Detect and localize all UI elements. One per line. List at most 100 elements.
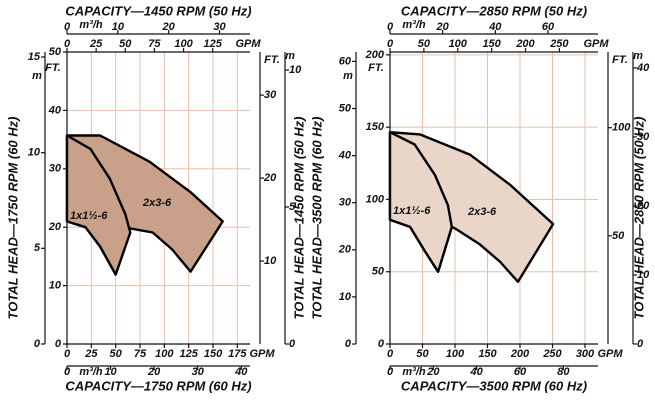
tick-label: 40 [338,150,352,162]
unit-label: m [32,70,42,82]
tick-label: 0 [34,338,41,350]
unit-label: FT. [612,54,628,66]
tick-label: 250 [549,38,569,50]
tick-label: 15 [28,51,41,63]
tick-label: 0 [289,338,296,350]
tick-label: 100 [446,348,465,360]
tick-label: 150 [482,38,501,50]
unit-label: FT. [264,54,280,66]
tick-label: 0 [55,338,62,350]
left-title: TOTAL HEAD—3500 RPM (60 Hz) [309,117,324,320]
unit-label: m³/h [402,19,426,31]
tick-label: 40 [48,104,62,116]
tick-label: 0 [637,338,644,350]
tick-label: 20 [436,21,450,33]
tick-label: 0 [378,338,385,350]
tick-label: 20 [426,366,440,378]
tick-label: 250 [542,348,562,360]
left-title: TOTAL HEAD—1750 RPM (60 Hz) [5,117,20,320]
tick-label: 40 [636,62,650,74]
region-label: 2x3-6 [142,197,172,209]
tick-label: 30 [264,89,277,101]
performance-region [388,131,453,273]
tick-label: 0 [387,38,394,50]
tick-label: 50 [372,266,385,278]
unit-label: GPM [597,348,623,360]
tick-label: 150 [366,121,385,133]
tick-label: 40 [234,366,248,378]
unit-label: FT. [368,62,384,74]
tick-label: 200 [365,49,385,61]
unit-label: m [285,50,295,62]
tick-label: 10 [339,291,352,303]
tick-label: 0 [387,366,394,378]
tick-label: 125 [179,348,198,360]
top-title: CAPACITY—2850 RPM (50 Hz) [401,3,587,18]
tick-label: 30 [213,21,226,33]
tick-label: 20 [147,366,161,378]
tick-label: 25 [89,38,103,50]
unit-label: m [343,70,353,82]
tick-label: 200 [515,38,535,50]
unit-label: m³/h [79,19,103,31]
tick-label: 0 [345,338,352,350]
tick-label: 5 [289,201,296,213]
tick-label: 0 [64,366,71,378]
tick-label: 10 [49,280,62,292]
tick-label: 50 [612,230,625,242]
tick-label: 0 [64,38,71,50]
unit-label: m³/h [402,366,426,378]
tick-label: 20 [263,172,277,184]
tick-label: 20 [162,21,176,33]
tick-label: 100 [174,38,193,50]
tick-label: 60 [542,21,555,33]
tick-label: 100 [366,193,385,205]
tick-label: 25 [84,348,98,360]
tick-label: 80 [557,366,570,378]
tick-label: 300 [576,348,595,360]
tick-label: 10 [264,255,277,267]
tick-label: 40 [470,366,484,378]
bottom-title: CAPACITY—1750 RPM (60 Hz) [65,378,251,393]
tick-label: 50 [110,348,123,360]
tick-label: 175 [228,348,247,360]
tick-label: 60 [514,366,527,378]
tick-label: 0 [64,348,71,360]
tick-label: 60 [339,55,352,67]
unit-label: m [633,50,643,62]
tick-label: 30 [637,131,650,143]
tick-label: 10 [104,366,117,378]
tick-label: 0 [387,348,394,360]
right-title: TOTAL HEAD—2850 RPM (50 Hz) [631,117,646,320]
tick-label: 50 [418,38,431,50]
tick-label: 20 [48,221,62,233]
right-title: TOTAL HEAD—1450 RPM (50 Hz) [291,117,306,320]
region-label: 2x3-6 [467,206,497,218]
tick-label: 50 [49,46,62,58]
tick-label: 10 [112,21,125,33]
performance-region [65,134,132,276]
tick-label: 75 [148,38,161,50]
tick-label: 20 [338,244,352,256]
tick-label: 50 [416,348,429,360]
bottom-title: CAPACITY—3500 RPM (60 Hz) [401,378,587,393]
tick-label: 200 [510,348,530,360]
tick-label: 75 [134,348,147,360]
tick-label: 20 [636,200,650,212]
tick-label: 150 [204,348,223,360]
tick-label: 10 [289,64,302,76]
tick-label: 100 [155,348,174,360]
tick-label: 100 [612,122,631,134]
tick-label: 10 [28,147,41,159]
unit-label: FT. [45,62,61,74]
tick-label: 0 [387,21,394,33]
top-title: CAPACITY—1450 RPM (50 Hz) [65,3,251,18]
unit-label: GPM [235,38,261,50]
tick-label: 40 [488,21,502,33]
tick-label: 30 [339,197,352,209]
tick-label: 5 [34,242,41,254]
unit-label: m³/h [79,366,103,378]
unit-label: GPM [583,38,609,50]
region-label: 1x1½-6 [393,205,431,217]
